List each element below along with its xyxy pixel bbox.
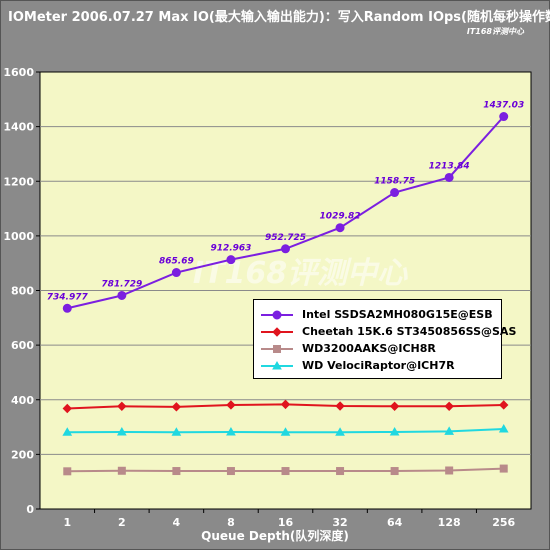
x-axis-title: Queue Depth(队列深度) xyxy=(201,529,349,543)
data-point-wd3200 xyxy=(226,467,235,476)
legend-swatch-velociraptor xyxy=(260,359,294,373)
data-point-velociraptor xyxy=(280,427,291,436)
legend-item-intel: Intel SSDSA2MH080G15E@ESB xyxy=(260,306,493,323)
data-label-intel: 1029.82 xyxy=(320,212,361,222)
x-tick-label: 128 xyxy=(438,516,461,529)
legend-item-cheetah: Cheetah 15K.6 ST3450856SS@SAS xyxy=(260,323,516,340)
data-label-intel: 912.963 xyxy=(210,244,251,254)
x-tick-label: 16 xyxy=(278,516,294,529)
data-point-intel xyxy=(281,244,290,254)
data-point-intel xyxy=(62,303,72,313)
y-tick-label: 800 xyxy=(11,285,34,298)
data-point-velociraptor xyxy=(171,427,182,436)
x-tick-label: 256 xyxy=(492,516,515,529)
x-tick-label: 1 xyxy=(63,516,71,529)
y-tick-label: 1400 xyxy=(3,121,34,134)
data-point-wd3200 xyxy=(499,464,508,473)
y-tick-label: 200 xyxy=(11,448,34,461)
data-point-cheetah xyxy=(499,400,509,410)
y-tick-label: 600 xyxy=(11,339,34,352)
x-tick-label: 4 xyxy=(173,516,181,529)
data-label-intel: 952.725 xyxy=(265,233,306,243)
data-point-intel xyxy=(226,255,236,265)
legend-swatch-marker xyxy=(272,310,282,319)
data-point-intel xyxy=(117,290,127,300)
y-tick-label: 0 xyxy=(26,503,34,516)
data-point-wd3200 xyxy=(445,466,454,475)
data-point-velociraptor xyxy=(389,426,400,436)
legend: Intel SSDSA2MH080G15E@ESB Cheetah 15K.6 … xyxy=(253,299,516,379)
x-tick-label: 32 xyxy=(332,516,347,529)
data-point-intel xyxy=(390,188,400,198)
legend-item-velociraptor: WD VelociRaptor@ICH7R xyxy=(260,357,455,374)
legend-label-wd3200: WD3200AAKS@ICH8R xyxy=(302,342,436,355)
data-point-velociraptor xyxy=(335,427,345,436)
data-point-cheetah xyxy=(444,401,454,412)
data-point-cheetah xyxy=(117,401,127,412)
data-label-intel: 1158.75 xyxy=(374,177,415,187)
data-label-intel: 1213.84 xyxy=(429,161,470,171)
data-point-cheetah xyxy=(280,399,291,410)
legend-swatch-intel xyxy=(260,308,294,322)
legend-label-intel: Intel SSDSA2MH080G15E@ESB xyxy=(302,308,493,321)
data-label-intel: 865.69 xyxy=(159,257,194,267)
legend-swatch-graphic xyxy=(261,326,293,337)
data-point-wd3200 xyxy=(117,466,126,475)
legend-swatch-wd3200 xyxy=(260,342,294,356)
x-tick-label: 8 xyxy=(227,516,235,529)
data-label-intel: 781.729 xyxy=(101,279,142,289)
legend-swatch-graphic xyxy=(261,344,293,353)
data-point-cheetah xyxy=(389,401,400,412)
data-point-velociraptor xyxy=(116,426,127,436)
data-point-velociraptor xyxy=(62,427,73,436)
data-point-intel xyxy=(444,172,454,182)
data-point-cheetah xyxy=(335,401,345,411)
data-point-cheetah xyxy=(226,400,236,410)
x-tick-label: 2 xyxy=(118,516,126,529)
x-tick-label: 64 xyxy=(387,516,403,529)
legend-swatch-graphic xyxy=(261,310,293,319)
data-point-cheetah xyxy=(62,403,72,414)
data-point-wd3200 xyxy=(390,467,399,476)
data-point-wd3200 xyxy=(63,467,72,476)
data-point-wd3200 xyxy=(336,467,345,476)
chart-title: IOMeter 2006.07.27 Max IO(最大输入输出能力)：写入Ra… xyxy=(8,10,550,25)
data-point-velociraptor xyxy=(444,426,455,435)
legend-item-wd3200: WD3200AAKS@ICH8R xyxy=(260,340,436,357)
data-label-intel: 734.977 xyxy=(47,292,89,302)
watermark-small: IT168评测中心 xyxy=(466,27,524,36)
data-point-cheetah xyxy=(171,402,182,412)
legend-swatch-marker xyxy=(272,360,282,369)
data-point-intel xyxy=(171,268,181,278)
legend-label-cheetah: Cheetah 15K.6 ST3450856SS@SAS xyxy=(302,325,517,338)
legend-label-velociraptor: WD VelociRaptor@ICH7R xyxy=(302,359,455,372)
data-point-intel xyxy=(335,223,345,233)
data-point-wd3200 xyxy=(172,467,181,476)
data-point-velociraptor xyxy=(226,426,236,436)
y-tick-label: 1200 xyxy=(3,175,34,188)
data-point-intel xyxy=(499,112,509,122)
legend-swatch-cheetah xyxy=(260,325,294,339)
legend-swatch-graphic xyxy=(261,360,293,369)
legend-swatch-marker xyxy=(273,344,281,353)
data-point-velociraptor xyxy=(498,423,509,433)
legend-swatch-marker xyxy=(272,326,282,337)
data-point-wd3200 xyxy=(281,467,290,476)
y-tick-label: 1600 xyxy=(3,66,34,79)
y-tick-label: 1000 xyxy=(3,230,34,243)
y-tick-label: 400 xyxy=(11,394,34,407)
data-label-intel: 1437.03 xyxy=(483,101,524,111)
